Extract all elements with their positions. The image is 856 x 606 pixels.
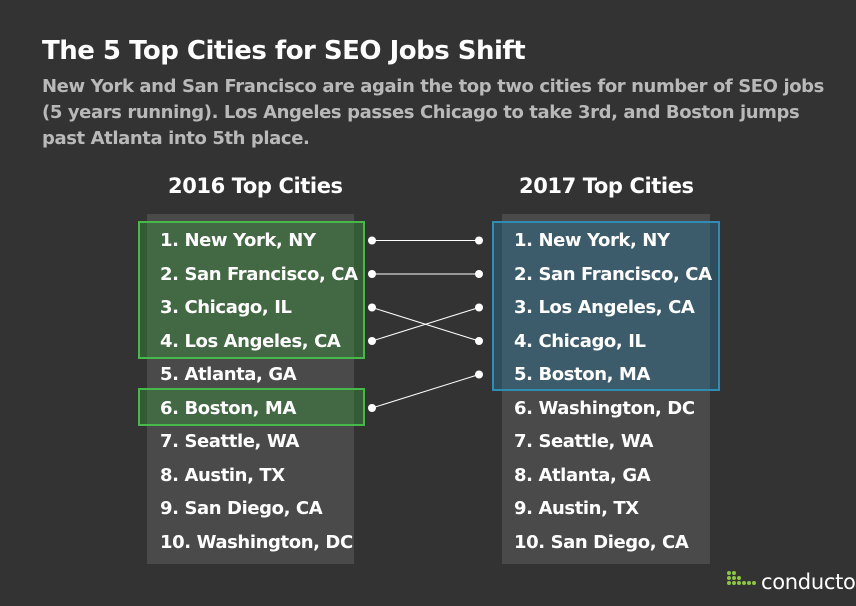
left-column-item-rank: 7. [160,431,179,452]
left-column-item-rank: 4. [160,330,179,352]
right-column-item-rank: 5. [514,364,533,385]
connection-dot [475,370,483,379]
left-column-item-rank: 6. [160,397,179,419]
left-column-item-rank: 3. [160,297,179,318]
right-column-item-rank: 4. [514,330,533,352]
right-column-item-city: San Francisco, CA [538,263,712,285]
page-subtitle: New York and San Francisco are again the… [42,76,824,149]
right-column-item-rank: 7. [514,431,533,452]
right-column-item: 10. San Diego, CA [514,526,712,560]
page-title: The 5 Top Cities for SEO Jobs Shift [42,36,526,66]
right-column-item-rank: 1. [514,230,533,251]
left-column-item-city: San Diego, CA [184,498,323,519]
left-column-item-city: San Francisco, CA [184,263,358,285]
right-column-item: 5. Boston, MA [514,358,712,392]
left-column-item: 2. San Francisco, CA [160,258,358,292]
right-column-item: 4. Chicago, IL [514,325,712,359]
right-column-item: 8. Atlanta, GA [514,459,712,493]
right-column-item: 6. Washington, DC [514,392,712,426]
right-column-item-city: Los Angeles, CA [538,297,695,318]
left-column-item-rank: 10. [160,531,191,553]
right-column-item-rank: 9. [514,498,533,519]
conductor-logo-icon [727,571,756,585]
left-column-item-city: Los Angeles, CA [184,330,341,352]
right-column-item-city: Washington, DC [538,397,695,419]
left-column-item: 4. Los Angeles, CA [160,325,358,359]
right-column-item-city: Atlanta, GA [538,464,651,486]
connection-line [371,307,480,342]
left-column-item-city: Austin, TX [184,464,285,486]
connection-dot [475,303,483,312]
left-column-item-city: Atlanta, GA [184,364,297,385]
left-column-item-city: Boston, MA [184,397,296,419]
right-column-item: 9. Austin, TX [514,492,712,526]
left-column-item: 9. San Diego, CA [160,492,358,526]
right-column-item: 3. Los Angeles, CA [514,291,712,325]
left-highlight-top4 [138,221,365,359]
right-column-item: 7. Seattle, WA [514,425,712,459]
left-column-item: 5. Atlanta, GA [160,358,358,392]
left-column-item-rank: 5. [160,364,179,385]
left-column-item-rank: 9. [160,498,179,519]
left-column-item-city: Chicago, IL [184,297,292,318]
right-column-item-city: San Diego, CA [550,531,689,553]
right-column-item-rank: 6. [514,397,533,419]
right-column-item-city: Chicago, IL [538,330,646,352]
right-column-item: 1. New York, NY [514,224,712,258]
left-column-heading: 2016 Top Cities [168,174,343,198]
left-column-item-rank: 8. [160,464,179,486]
right-city-list: 1. New York, NY 2. San Francisco, CA 3. Lo… [514,224,712,559]
connection-dot [368,404,376,412]
right-column-item-rank: 3. [514,297,533,318]
connection-dot [475,270,483,278]
right-column-heading: 2017 Top Cities [519,174,694,198]
left-column-item-city: Washington, DC [196,531,354,553]
connection-dot [368,337,376,345]
right-column-item-rank: 10. [514,531,545,553]
left-column-item-city: Seattle, WA [184,431,300,452]
right-column-item-rank: 8. [514,464,533,486]
connection-dot [475,337,483,345]
right-column-item-city: New York, NY [538,230,670,251]
left-highlight-boston [138,388,365,426]
connection-dot [475,236,483,245]
right-column-item: 2. San Francisco, CA [514,258,712,292]
left-column-item: 1. New York, NY [160,224,358,258]
right-column-item-rank: 2. [514,263,533,285]
connection-dot [368,270,376,278]
left-column-item: 6. Boston, MA [160,392,358,426]
conductor-logo: conductor· [725,568,856,596]
left-column-item: 7. Seattle, WA [160,425,358,459]
connection-dot [368,236,376,245]
right-column-item-city: Seattle, WA [538,431,654,452]
right-highlight-top5 [492,221,720,391]
conductor-logo-text: conductor [761,570,856,594]
right-column-item-city: Austin, TX [538,498,639,519]
left-column-item-city: New York, NY [184,230,316,251]
left-column-item: 10. Washington, DC [160,526,358,560]
left-column-item: 3. Chicago, IL [160,291,358,325]
left-column-item-rank: 2. [160,263,179,285]
right-column-item-city: Boston, MA [538,364,650,385]
connection-line [371,374,480,409]
connection-dot [368,303,376,312]
left-column-item: 8. Austin, TX [160,459,358,493]
left-city-list: 1. New York, NY 2. San Francisco, CA 3. Ch… [160,224,358,559]
left-column-item-rank: 1. [160,230,179,251]
